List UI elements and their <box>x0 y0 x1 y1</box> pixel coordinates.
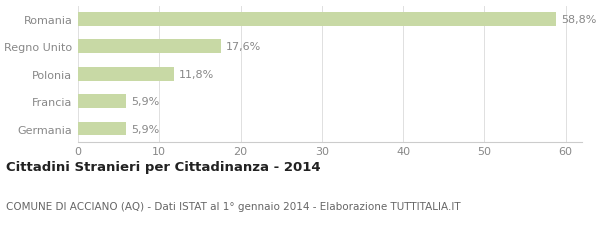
Bar <box>78 68 174 81</box>
Text: 5,9%: 5,9% <box>131 124 159 134</box>
Text: 17,6%: 17,6% <box>226 42 261 52</box>
Bar <box>78 13 556 27</box>
Text: COMUNE DI ACCIANO (AQ) - Dati ISTAT al 1° gennaio 2014 - Elaborazione TUTTITALIA: COMUNE DI ACCIANO (AQ) - Dati ISTAT al 1… <box>6 202 461 211</box>
Bar <box>78 40 221 54</box>
Bar <box>78 95 126 109</box>
Text: 5,9%: 5,9% <box>131 97 159 107</box>
Bar <box>78 122 126 136</box>
Text: Cittadini Stranieri per Cittadinanza - 2014: Cittadini Stranieri per Cittadinanza - 2… <box>6 160 320 173</box>
Text: 58,8%: 58,8% <box>561 15 596 25</box>
Text: 11,8%: 11,8% <box>179 69 214 79</box>
